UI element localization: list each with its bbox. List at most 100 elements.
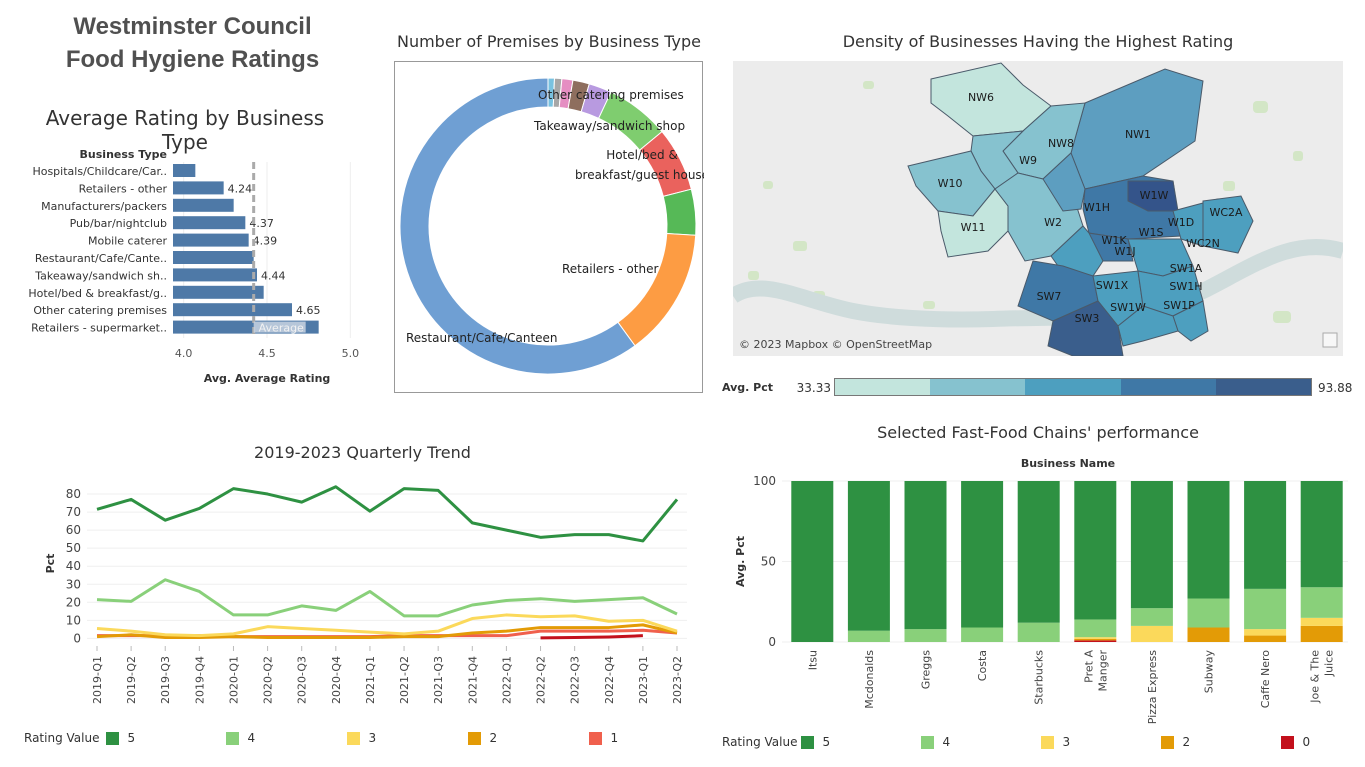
trend-x-tick: 2019-Q4 — [193, 656, 206, 704]
chains-bar-segment[interactable] — [1130, 481, 1173, 609]
trend-y-tick: 80 — [66, 487, 81, 501]
map-district-label: W1W — [1140, 189, 1169, 202]
bar-data-label: 4.37 — [249, 217, 273, 230]
trend-legend-item[interactable]: 2 — [468, 731, 589, 745]
chains-bar-segment[interactable] — [1187, 481, 1230, 599]
map-legend-bin — [835, 379, 931, 395]
chains-bar-segment[interactable] — [1300, 617, 1343, 626]
map-district-label: SW1W — [1110, 301, 1146, 314]
chains-legend-item[interactable]: 2 — [1161, 735, 1281, 749]
donut-slice-label: Hotel/bed & — [606, 148, 678, 162]
chains-bar-segment[interactable] — [1074, 638, 1117, 641]
chains-bar-segment[interactable] — [1074, 640, 1117, 642]
chains-legend-item[interactable]: 3 — [1041, 735, 1161, 749]
trend-x-tick: 2022-Q1 — [500, 656, 513, 704]
bar-data-label: 4.24 — [228, 182, 253, 195]
bar-mark[interactable] — [173, 251, 254, 264]
chains-bar-segment[interactable] — [961, 481, 1004, 628]
trend-series-line[interactable] — [96, 623, 678, 639]
chains-bar-segment[interactable] — [791, 481, 834, 642]
average-reference-label: Average — [259, 322, 304, 335]
trend-legend-item[interactable]: 1 — [589, 731, 618, 745]
bar-category-label: Pub/bar/nightclub — [70, 217, 167, 230]
map-legend-max: 93.88 — [1318, 381, 1353, 395]
map-attribution: © 2023 Mapbox © OpenStreetMap — [739, 338, 932, 351]
chains-bar-segment[interactable] — [961, 627, 1004, 642]
bar-mark[interactable] — [173, 268, 257, 282]
bar-mark[interactable] — [173, 285, 264, 299]
chains-bar-segment[interactable] — [1074, 637, 1117, 639]
bar-mark[interactable] — [173, 233, 249, 247]
chains-legend-item[interactable]: 0 — [1281, 735, 1310, 749]
chains-category-label: Greggs — [920, 650, 933, 690]
trend-legend-item[interactable]: 3 — [347, 731, 468, 745]
chains-bar-segment[interactable] — [1187, 598, 1230, 628]
trend-ylabel: Pct — [44, 554, 57, 574]
chains-bar-segment[interactable] — [1244, 635, 1287, 642]
map-info-icon[interactable] — [1322, 332, 1338, 348]
bar-mark[interactable] — [173, 198, 234, 212]
donut-frame — [394, 61, 703, 393]
map-district-label: W1H — [1084, 201, 1110, 214]
chains-bar-segment[interactable] — [1017, 481, 1060, 623]
trend-legend: Rating Value 5 4 3 2 1 — [24, 731, 618, 745]
trend-x-tick: 2021-Q1 — [364, 656, 377, 704]
chains-legend-item[interactable]: 5 — [801, 735, 921, 749]
map-district-labels: NW6 NW1 NW8 W9 W10 W1W W1H WC2A W11 W2 W… — [938, 91, 1243, 325]
density-map[interactable]: NW6 NW1 NW8 W9 W10 W1W W1H WC2A W11 W2 W… — [733, 61, 1343, 356]
chains-bar-segment[interactable] — [1300, 625, 1343, 642]
map-legend-min: 33.33 — [796, 381, 831, 395]
chains-bar-segment[interactable] — [847, 481, 890, 631]
chains-category-label: Starbucks — [1033, 650, 1046, 705]
trend-legend-item[interactable]: 4 — [226, 731, 347, 745]
bar-tick-label: 5.0 — [342, 347, 360, 360]
trend-series-line[interactable] — [96, 613, 678, 638]
chains-legend: Rating Value 5 4 3 2 0 — [722, 735, 1310, 749]
chains-bar-segment[interactable] — [1187, 627, 1230, 642]
trend-y-tick: 10 — [66, 613, 81, 627]
chains-bar-segment[interactable] — [904, 481, 947, 630]
bar-mark[interactable] — [173, 303, 292, 317]
trend-series-line[interactable] — [540, 634, 643, 640]
map-legend-bin — [1025, 379, 1121, 395]
dashboard-title-line2: Food Hygiene Ratings — [65, 46, 320, 73]
map-district-label: NW1 — [1125, 128, 1151, 141]
premises-donut-chart: Restaurant/Cafe/Canteen Retailers - other… — [394, 61, 704, 393]
chains-bar-segment[interactable] — [1074, 619, 1117, 638]
map-district-label: W2 — [1044, 216, 1062, 229]
chains-bar-segment[interactable] — [904, 629, 947, 642]
chains-bar-segment[interactable] — [1300, 587, 1343, 618]
trend-x-tick: 2022-Q4 — [603, 656, 616, 704]
map-district-label: WC2N — [1186, 237, 1220, 250]
donut-slice[interactable] — [662, 188, 697, 236]
trend-y-tick: 20 — [66, 595, 81, 609]
chains-bar-segment[interactable] — [1074, 481, 1117, 620]
trend-x-tick: 2023-Q2 — [671, 656, 684, 704]
trend-x-tick: 2022-Q2 — [535, 656, 548, 704]
chains-bar-segment[interactable] — [1130, 625, 1173, 642]
trend-legend-item[interactable]: 5 — [106, 731, 226, 745]
map-legend-bin — [930, 379, 1026, 395]
bar-mark[interactable] — [173, 181, 224, 195]
chains-bar-segment[interactable] — [847, 630, 890, 642]
map-title: Density of Businesses Having the Highest… — [842, 32, 1234, 51]
bar-category-label: Retailers - supermarket.. — [31, 322, 167, 335]
trend-x-tick: 2021-Q2 — [398, 656, 411, 704]
chains-bar-segment[interactable] — [1244, 588, 1287, 630]
trend-x-tick: 2020-Q1 — [227, 656, 240, 704]
chains-bar-segment[interactable] — [1017, 622, 1060, 642]
chains-bar-segment[interactable] — [1300, 481, 1343, 588]
bar-mark[interactable] — [173, 164, 196, 177]
trend-x-tick: 2021-Q3 — [432, 656, 445, 704]
donut-slice[interactable] — [399, 77, 636, 375]
chains-bar-segment[interactable] — [1244, 629, 1287, 636]
trend-series-line[interactable] — [96, 578, 678, 618]
dashboard-title-line1: Westminster Council — [73, 13, 312, 40]
bar-mark[interactable] — [173, 216, 246, 230]
trend-series-line[interactable] — [96, 485, 679, 543]
chains-bar-segment[interactable] — [1244, 481, 1287, 589]
bar-category-label: Manufacturers/packers — [41, 200, 167, 213]
chains-bar-segment[interactable] — [1130, 608, 1173, 626]
chains-legend-item[interactable]: 4 — [921, 735, 1041, 749]
legend-value: 2 — [489, 731, 498, 745]
